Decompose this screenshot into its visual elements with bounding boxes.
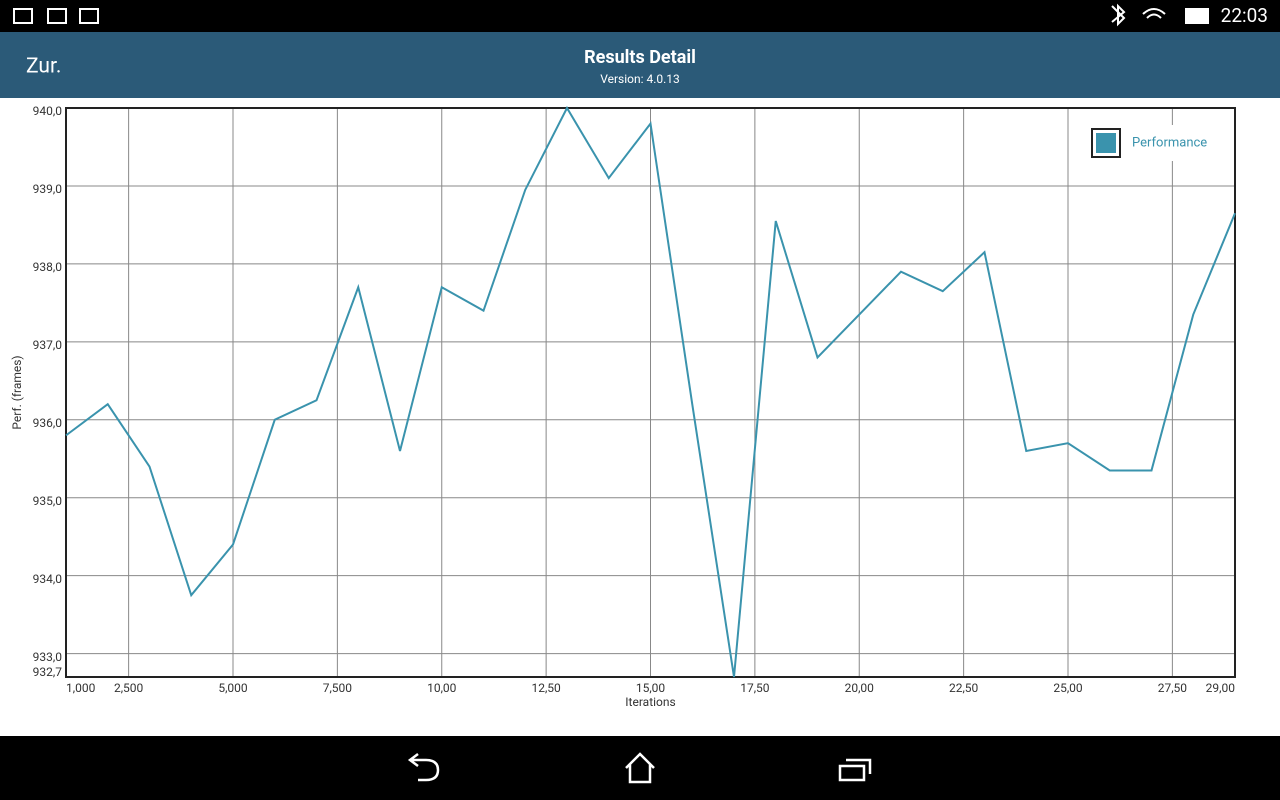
header-bar — [0, 32, 1280, 98]
header-title: Results Detail — [584, 47, 696, 68]
y-tick-label: 938,0 — [33, 260, 63, 274]
y-tick-label: 940,0 — [33, 104, 63, 118]
x-tick-label: 1,000 — [66, 681, 96, 695]
nav-recent[interactable] — [838, 758, 872, 782]
status-icons — [13, 3, 1209, 27]
legend-frame — [1091, 128, 1121, 158]
x-axis-label: Iterations — [625, 695, 675, 709]
x-tick-label: 29,00 — [1206, 681, 1236, 695]
plot-border — [65, 107, 1236, 678]
x-tick-label: 25,00 — [1053, 681, 1083, 695]
nav-icons — [407, 752, 872, 784]
y-tick-label: 937,0 — [33, 338, 63, 352]
x-tick-label: 10,00 — [427, 681, 457, 695]
y-tick-label: 932,7 — [33, 665, 63, 679]
legend-swatch — [1096, 133, 1116, 153]
y-tick-label: 935,0 — [33, 494, 63, 508]
data-line — [65, 105, 1236, 678]
nav-home[interactable] — [625, 752, 655, 784]
x-tick-label: 20,00 — [845, 681, 875, 695]
y-tick-label: 933,0 — [33, 650, 63, 664]
nav-bar — [0, 736, 1280, 800]
status-bar — [0, 0, 1280, 32]
clock: 22:03 — [1221, 4, 1268, 27]
x-tick-label: 5,000 — [218, 681, 248, 695]
back-button[interactable]: Zur. — [26, 55, 61, 79]
x-tick-label: 17,50 — [740, 681, 770, 695]
y-axis-label: Perf. (frames) — [10, 355, 24, 429]
x-tick-label: 12,50 — [531, 681, 561, 695]
nav-back[interactable] — [407, 753, 440, 782]
header-subtitle: Version: 4.0.13 — [600, 72, 680, 86]
y-tick-label: 939,0 — [33, 182, 63, 196]
y-tick-label: 936,0 — [33, 416, 63, 430]
x-tick-label: 2,500 — [114, 681, 144, 695]
x-tick-label: 27,50 — [1158, 681, 1188, 695]
x-tick-label: 15,00 — [636, 681, 666, 695]
legend-label: Performance — [1132, 135, 1207, 150]
x-tick-label: 7,500 — [323, 681, 353, 695]
x-tick-label: 22,50 — [949, 681, 979, 695]
y-tick-label: 934,0 — [33, 572, 63, 586]
